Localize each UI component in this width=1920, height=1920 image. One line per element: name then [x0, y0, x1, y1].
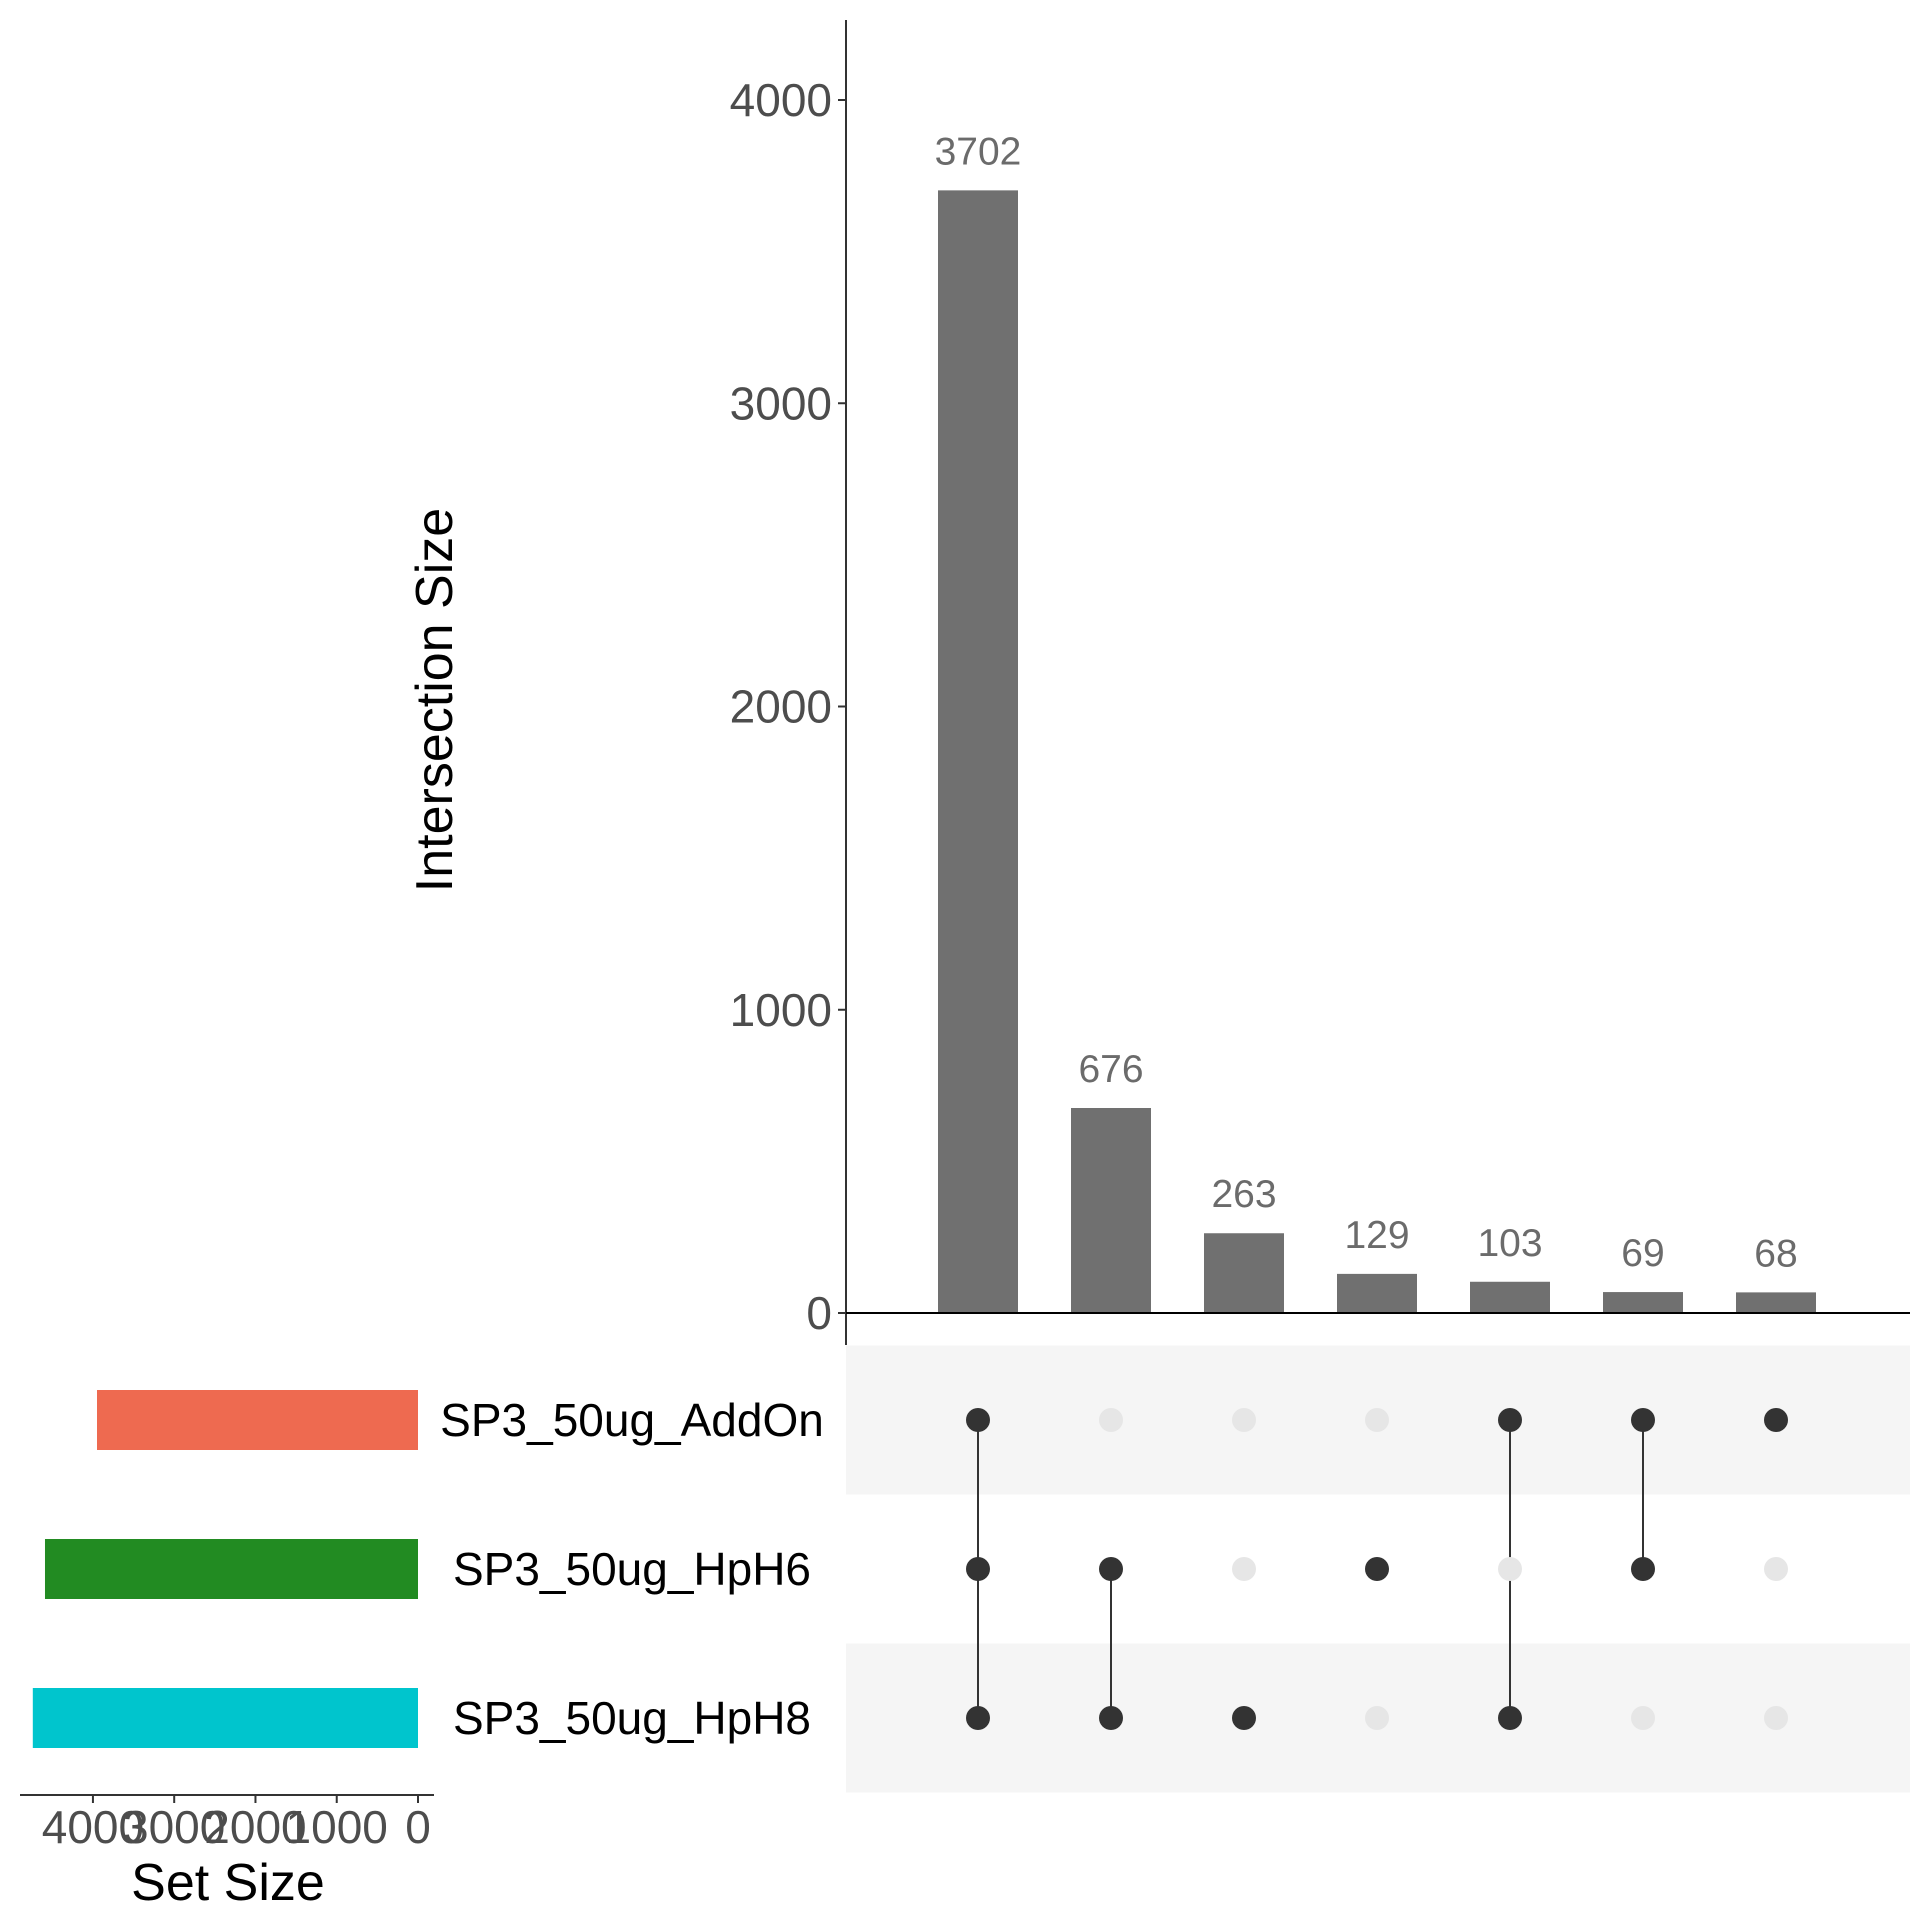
bar-value-label: 3702 — [935, 130, 1022, 173]
y-tick-label: 1000 — [730, 984, 832, 1036]
y-tick-label: 0 — [806, 1287, 832, 1339]
set-size-tick-label: 4000 — [42, 1801, 144, 1853]
bar-value-label: 103 — [1477, 1222, 1542, 1265]
set-size-tick-label: 3000 — [123, 1801, 225, 1853]
matrix-dot-inactive — [1498, 1557, 1522, 1581]
matrix-dot-inactive — [1232, 1408, 1256, 1432]
matrix-dot-active — [1232, 1706, 1256, 1730]
y-axis-title: Intersection Size — [406, 508, 464, 892]
y-tick-label: 3000 — [730, 377, 832, 429]
matrix-dot-active — [966, 1408, 990, 1432]
matrix-dot-active — [1631, 1408, 1655, 1432]
y-tick-label: 2000 — [730, 681, 832, 733]
bar-value-label: 69 — [1621, 1232, 1664, 1275]
intersection-bar — [1337, 1273, 1417, 1313]
matrix-dot-inactive — [1365, 1408, 1389, 1432]
matrix-dot-active — [1099, 1557, 1123, 1581]
matrix-dot-inactive — [1631, 1706, 1655, 1730]
set-size-tick-label: 2000 — [204, 1801, 306, 1853]
matrix-dot-active — [1498, 1408, 1522, 1432]
matrix-dot-inactive — [1232, 1557, 1256, 1581]
intersection-matrix — [966, 1408, 1788, 1730]
set-size-bar — [44, 1539, 419, 1599]
set-size-axis-title: Set Size — [131, 1854, 325, 1912]
intersection-bars: 3702 676 263 129 103 69 68 — [935, 130, 1816, 1313]
set-size-tick-label: 1000 — [286, 1801, 388, 1853]
matrix-dot-active — [966, 1706, 990, 1730]
matrix-dot-active — [966, 1557, 990, 1581]
matrix-dot-inactive — [1365, 1706, 1389, 1730]
set-size-bar — [32, 1688, 419, 1748]
bar-value-label: 129 — [1344, 1214, 1409, 1257]
matrix-dot-inactive — [1764, 1557, 1788, 1581]
set-size-tick-label: 0 — [405, 1801, 431, 1853]
y-tick-label: 4000 — [730, 74, 832, 126]
bar-value-label: 676 — [1078, 1048, 1143, 1091]
intersection-bar — [1470, 1281, 1550, 1313]
intersection-bar — [938, 190, 1018, 1313]
set-size-bar — [97, 1390, 418, 1450]
intersection-bar — [1204, 1233, 1284, 1313]
intersection-bar — [1736, 1292, 1816, 1313]
matrix-dot-active — [1099, 1706, 1123, 1730]
matrix-dot-active — [1631, 1557, 1655, 1581]
matrix-dot-active — [1498, 1706, 1522, 1730]
intersection-bar — [1603, 1292, 1683, 1313]
matrix-dot-active — [1365, 1557, 1389, 1581]
matrix-dot-active — [1764, 1408, 1788, 1432]
intersection-size-axis: 0 1000 2000 3000 4000 — [730, 20, 1910, 1345]
set-name-label: SP3_50ug_HpH8 — [453, 1692, 811, 1744]
set-size-bars: SP3_50ug_AddOn SP3_50ug_HpH6 SP3_50ug_HpH8 — [32, 1390, 824, 1748]
intersection-bar — [1071, 1108, 1151, 1313]
set-name-label: SP3_50ug_HpH6 — [453, 1543, 811, 1595]
set-name-label: SP3_50ug_AddOn — [440, 1394, 824, 1446]
matrix-dot-inactive — [1099, 1408, 1123, 1432]
bar-value-label: 68 — [1754, 1232, 1797, 1275]
bar-value-label: 263 — [1211, 1173, 1276, 1216]
matrix-dot-inactive — [1764, 1706, 1788, 1730]
